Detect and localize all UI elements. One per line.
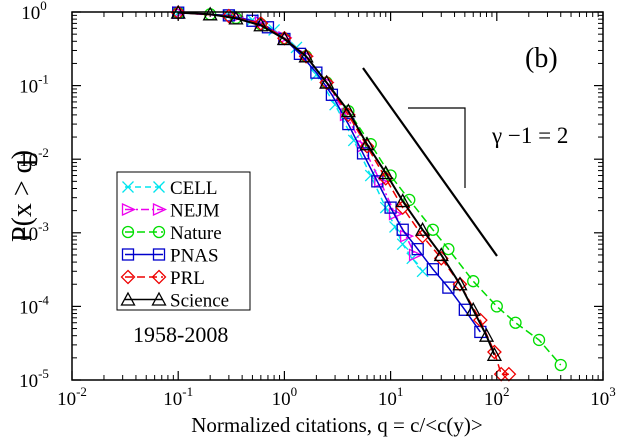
data-point-nature [467, 275, 480, 288]
y-tick-label: 10-4 [19, 292, 49, 318]
legend-label-nature: Nature [170, 223, 222, 244]
data-point-science [414, 221, 431, 236]
data-point-prl [378, 170, 394, 186]
data-point-nature [509, 316, 522, 329]
legend-entry-nature: Nature [121, 223, 222, 244]
data-point-prl [487, 344, 502, 360]
legend-entry-nejm: NEJM [121, 201, 220, 222]
legend-label-science: Science [170, 291, 229, 312]
data-point-pnas [396, 223, 409, 236]
legend-marker-nejm [121, 202, 137, 217]
data-point-science [478, 327, 495, 342]
y-tick-label: 10-5 [19, 366, 49, 392]
slope-triangle [408, 107, 466, 188]
data-point-prl [472, 312, 488, 328]
data-point-prl [298, 48, 314, 64]
legend-marker-nature [121, 225, 135, 239]
data-point-cell [416, 265, 429, 278]
data-point-prl [319, 75, 335, 90]
legend-marker-prl [151, 269, 167, 285]
data-point-nature [532, 333, 546, 347]
x-axis-label: Normalized citations, q = c/<c(y)> [191, 413, 483, 437]
data-point-nature [442, 242, 455, 256]
data-point-science [433, 247, 449, 262]
legend-entry-cell: CELL [122, 178, 218, 199]
series-layer [170, 4, 567, 382]
data-point-science [253, 17, 269, 32]
legend-marker-nejm [152, 202, 168, 217]
data-point-science [298, 48, 314, 63]
panel-label: (b) [525, 43, 558, 74]
slope-reference-line [362, 67, 498, 257]
year-range-label: 1958-2008 [133, 322, 228, 347]
y-axis-label: P(x > q) [7, 150, 38, 242]
data-point-prl [395, 200, 411, 216]
legend-marker-science [151, 291, 167, 306]
data-point-science [202, 6, 218, 21]
data-point-nejm [399, 229, 415, 243]
data-point-science [340, 103, 356, 118]
legend-entry-pnas: PNAS [121, 246, 219, 267]
data-point-pnas [293, 47, 307, 61]
data-point-science [228, 10, 244, 25]
y-tick-label: 10-1 [19, 72, 49, 98]
legend-marker-cell [153, 181, 165, 193]
y-tick-label: 100 [21, 0, 47, 24]
legend-marker-nature [152, 225, 166, 239]
data-point-science [276, 31, 292, 46]
data-point-cell [396, 238, 409, 251]
data-point-pnas [411, 242, 424, 256]
x-tick-label: 101 [378, 384, 404, 410]
data-point-prl [253, 15, 269, 31]
data-point-science [378, 165, 394, 180]
data-point-pnas [442, 281, 455, 294]
data-point-prl [452, 276, 468, 292]
legend-marker-science [120, 291, 136, 306]
data-point-science [486, 346, 503, 361]
legend-entry-prl: PRL [120, 268, 205, 289]
data-point-pnas [310, 66, 323, 79]
legend-label-prl: PRL [170, 268, 205, 289]
legend-marker-cell [122, 181, 134, 193]
legend-marker-prl [120, 269, 136, 285]
x-tick-label: 100 [272, 384, 298, 410]
x-tick-label: 102 [484, 384, 510, 410]
slope-annotation: γ −1 = 2 [491, 123, 568, 148]
series-line-science [178, 11, 496, 356]
data-point-prl [221, 8, 237, 24]
x-tick-label: 10-2 [57, 384, 87, 410]
data-point-science [319, 74, 335, 89]
data-point-science [359, 136, 375, 151]
legend-label-cell: CELL [170, 178, 218, 199]
x-tick-label: 103 [590, 384, 616, 410]
data-point-prl [359, 138, 375, 154]
legend-marker-pnas [152, 248, 166, 261]
legend-box [116, 171, 251, 311]
legend-marker-pnas [121, 248, 135, 261]
legend-label-pnas: PNAS [170, 246, 219, 267]
data-point-nature [426, 223, 440, 236]
data-point-pnas [426, 263, 440, 276]
data-point-science [452, 276, 468, 291]
data-point-nejm [408, 248, 424, 262]
data-point-nature [490, 300, 503, 313]
plot-frame [71, 11, 604, 381]
legend-entry-science: Science [120, 291, 229, 312]
data-point-science [395, 193, 411, 208]
data-point-nature [554, 358, 567, 372]
x-tick-label: 10-1 [163, 384, 193, 410]
legend-label-nejm: NEJM [170, 201, 220, 222]
data-point-science [465, 301, 481, 316]
